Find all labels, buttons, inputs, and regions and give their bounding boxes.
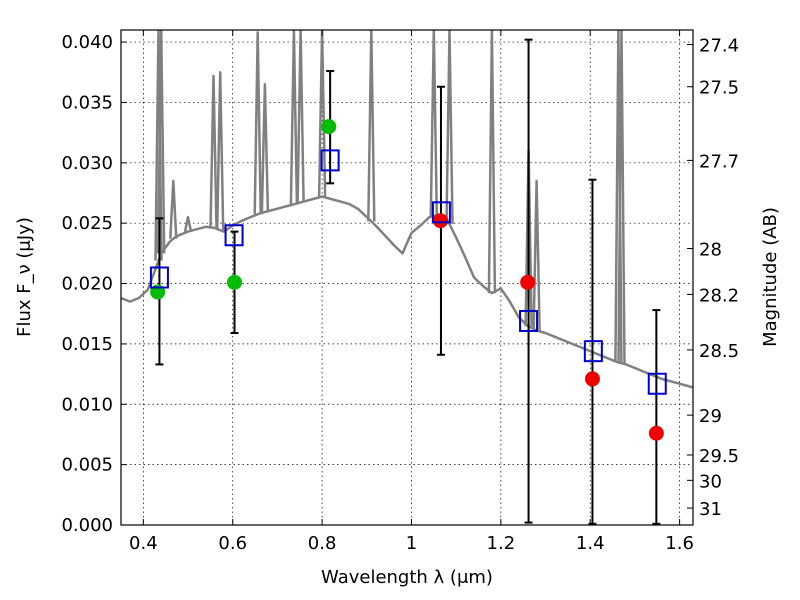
emission-line-spike — [429, 30, 439, 216]
observed-point — [584, 371, 600, 387]
y-tick-label: 0.030 — [61, 153, 113, 174]
x-axis-title: Wavelength λ (μm) — [321, 567, 493, 588]
mag-tick-label: 28.5 — [699, 341, 739, 362]
y-tick-label: 0.015 — [61, 334, 113, 355]
y-tick-label: 0.020 — [61, 274, 113, 295]
x-tick-label: 0.4 — [129, 533, 158, 554]
y2-axis-title: Magnitude (AB) — [760, 207, 781, 347]
y-tick-label: 0.025 — [61, 213, 113, 234]
observed-point — [433, 213, 449, 229]
emission-line-spike — [169, 179, 178, 239]
x-tick-label: 1.6 — [665, 533, 694, 554]
mag-tick-label: 30 — [699, 471, 722, 492]
mag-tick-label: 29 — [699, 406, 722, 427]
model-point — [149, 266, 169, 289]
mag-tick-label: 28 — [699, 240, 722, 261]
emission-line-spike — [617, 30, 626, 364]
y-axis-title: Flux F_ν (μJy) — [14, 217, 35, 337]
emission-line-spike — [215, 71, 225, 231]
plot-area — [121, 30, 693, 525]
mag-tick-label: 27.4 — [699, 35, 739, 56]
y-tick-label: 0.040 — [61, 32, 113, 53]
model-point — [224, 224, 244, 247]
mag-tick-label: 27.7 — [699, 151, 739, 172]
emission-line-spike — [156, 30, 166, 254]
model-point — [519, 309, 539, 332]
emission-line-spike — [367, 30, 376, 222]
y-tick-label: 0.010 — [61, 394, 113, 415]
mag-tick-label: 28.2 — [699, 285, 739, 306]
model-point — [431, 201, 451, 224]
axis-ticks: 0.4 0.6 0.8 1 1.2 1.4 1.6 0.000 0.005 0.010 0.015 0… — [61, 30, 739, 554]
y-tick-label: 0.000 — [61, 515, 113, 536]
emission-line-spike — [209, 74, 218, 228]
y-tick-label: 0.005 — [61, 455, 113, 476]
emission-line-spike — [154, 30, 163, 261]
observed-point — [520, 274, 536, 290]
x-tick-label: 1 — [406, 533, 417, 554]
observed-point — [648, 425, 664, 441]
mag-tick-label: 27.5 — [699, 78, 739, 99]
emission-line-spike — [289, 30, 299, 205]
emission-line-spike — [487, 30, 497, 294]
emission-line-spike — [445, 30, 454, 225]
plot-frame — [120, 29, 694, 526]
emission-line-spike — [532, 179, 541, 331]
grid — [121, 30, 693, 526]
x-tick-label: 1.2 — [487, 533, 516, 554]
emission-line-spike — [317, 30, 327, 197]
observed-point — [321, 119, 337, 135]
model-point — [647, 372, 667, 395]
emission-line-spike — [253, 31, 262, 215]
model-point — [320, 149, 340, 172]
model-point — [583, 340, 603, 363]
emission-line-spike — [260, 83, 270, 213]
observed-point — [227, 274, 243, 290]
emission-line-spike — [183, 215, 193, 232]
y-tick-label: 0.035 — [61, 92, 113, 113]
emission-line-spike — [296, 30, 305, 203]
mag-tick-label: 31 — [699, 499, 722, 520]
spectrum-line — [121, 195, 693, 389]
x-tick-label: 0.8 — [308, 533, 337, 554]
mag-tick-label: 29.5 — [699, 446, 739, 467]
x-tick-label: 1.4 — [576, 533, 605, 554]
x-tick-label: 0.6 — [218, 533, 247, 554]
